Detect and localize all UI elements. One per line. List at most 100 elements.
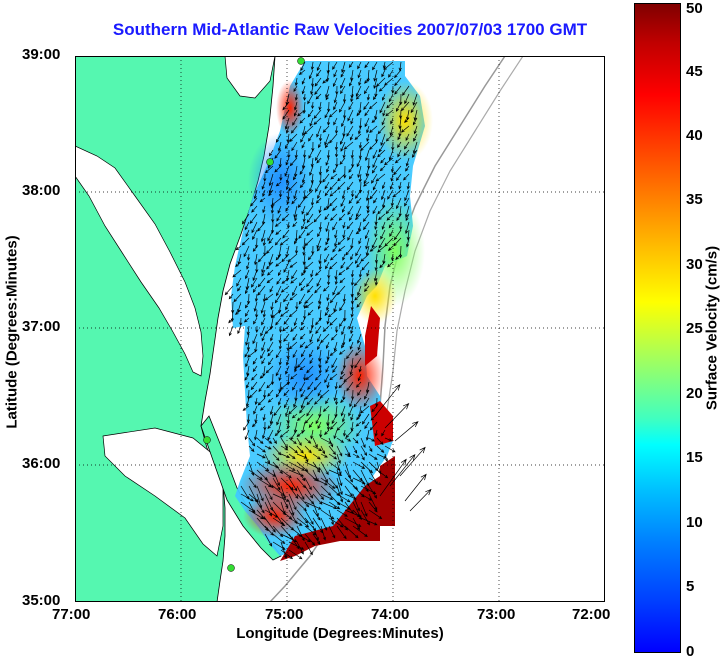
velocity-arrow	[294, 245, 299, 255]
velocity-arrow	[246, 261, 250, 270]
velocity-arrow	[282, 109, 290, 120]
velocity-arrow	[384, 437, 393, 442]
velocity-arrow	[248, 477, 257, 489]
velocity-arrow	[326, 117, 331, 126]
velocity-arrow	[304, 293, 314, 304]
velocity-arrow	[336, 437, 345, 443]
velocity-arrow	[318, 133, 323, 142]
velocity-arrow	[325, 365, 330, 373]
velocity-arrow	[268, 237, 274, 245]
velocity-arrow	[235, 261, 242, 267]
velocity-arrow	[394, 157, 402, 164]
velocity-arrow	[395, 173, 402, 181]
velocity-arrow	[318, 253, 322, 265]
velocity-arrow	[402, 85, 410, 96]
velocity-arrow	[405, 213, 410, 222]
velocity-arrow	[338, 213, 346, 221]
velocity-arrow	[263, 389, 267, 399]
velocity-arrow	[260, 325, 266, 337]
velocity-arrow	[276, 285, 282, 297]
velocity-arrow	[307, 309, 314, 316]
velocity-arrow	[316, 69, 322, 77]
velocity-arrow	[377, 149, 386, 158]
velocity-arrow	[264, 533, 273, 547]
velocity-arrow	[262, 189, 266, 198]
velocity-arrow	[279, 429, 290, 438]
velocity-arrow	[243, 317, 250, 323]
velocity-arrow	[253, 405, 258, 415]
velocity-arrow	[360, 509, 370, 526]
velocity-arrow	[261, 341, 266, 352]
velocity-arrow	[329, 317, 338, 326]
velocity-arrow	[257, 221, 266, 232]
velocity-arrow	[314, 285, 322, 294]
velocity-arrow	[236, 277, 242, 287]
velocity-arrow	[384, 402, 410, 429]
velocity-arrow	[354, 189, 362, 199]
velocity-arrow	[329, 189, 338, 197]
velocity-arrow	[313, 109, 322, 119]
velocity-arrow	[247, 349, 258, 358]
velocity-arrow	[352, 445, 358, 454]
velocity-arrow	[297, 357, 306, 369]
velocity-arrow	[316, 237, 322, 249]
velocity-arrow	[340, 197, 346, 208]
velocity-arrow	[304, 445, 312, 454]
velocity-arrow	[373, 269, 378, 282]
velocity-arrow	[235, 245, 242, 251]
velocity-arrow	[277, 397, 282, 406]
velocity-arrow	[354, 253, 362, 264]
velocity-arrow	[332, 221, 338, 231]
velocity-arrow	[298, 229, 306, 239]
velocity-arrow	[282, 325, 290, 332]
velocity-arrow	[340, 261, 346, 269]
velocity-arrow	[393, 237, 402, 247]
velocity-arrow	[371, 237, 378, 249]
velocity-arrow	[316, 157, 322, 164]
velocity-arrow	[355, 205, 362, 218]
velocity-arrow	[234, 309, 242, 315]
velocity-arrow	[333, 429, 338, 440]
velocity-arrow	[389, 125, 394, 136]
velocity-arrow	[379, 458, 407, 497]
velocity-arrow	[300, 133, 306, 143]
velocity-arrow	[368, 509, 383, 520]
velocity-arrow	[245, 397, 250, 408]
velocity-arrow	[308, 69, 314, 80]
velocity-arrow	[284, 117, 290, 130]
velocity-arrow	[329, 421, 338, 430]
velocity-arrow	[368, 477, 382, 486]
velocity-arrow	[256, 461, 270, 472]
velocity-arrow	[348, 213, 354, 221]
velocity-arrow	[280, 485, 287, 500]
velocity-arrow	[390, 253, 395, 262]
velocity-arrow	[272, 461, 283, 475]
velocity-arrow	[390, 173, 394, 182]
velocity-arrow	[315, 325, 322, 335]
velocity-arrow	[372, 157, 378, 169]
velocity-arrow	[284, 165, 290, 177]
velocity-arrow	[267, 389, 274, 397]
velocity-arrow	[296, 533, 311, 543]
velocity-vectors	[224, 61, 432, 560]
velocity-arrow	[244, 301, 250, 309]
velocity-arrow	[322, 77, 330, 84]
velocity-arrow	[246, 381, 250, 389]
velocity-arrow	[275, 349, 282, 359]
colorbar	[634, 3, 681, 653]
velocity-arrow	[270, 301, 274, 311]
velocity-arrow	[307, 109, 314, 118]
velocity-arrow	[353, 277, 362, 287]
velocity-arrow	[369, 245, 378, 252]
velocity-arrow	[374, 429, 378, 437]
velocity-arrow	[309, 117, 314, 127]
velocity-arrow	[257, 253, 266, 263]
velocity-arrow	[308, 149, 314, 159]
velocity-arrow	[256, 509, 266, 520]
velocity-arrow	[257, 285, 266, 296]
velocity-arrow	[275, 365, 282, 377]
velocity-arrow	[228, 325, 234, 337]
velocity-arrow	[380, 157, 386, 164]
velocity-arrow	[338, 317, 346, 328]
velocity-arrow	[409, 488, 432, 512]
